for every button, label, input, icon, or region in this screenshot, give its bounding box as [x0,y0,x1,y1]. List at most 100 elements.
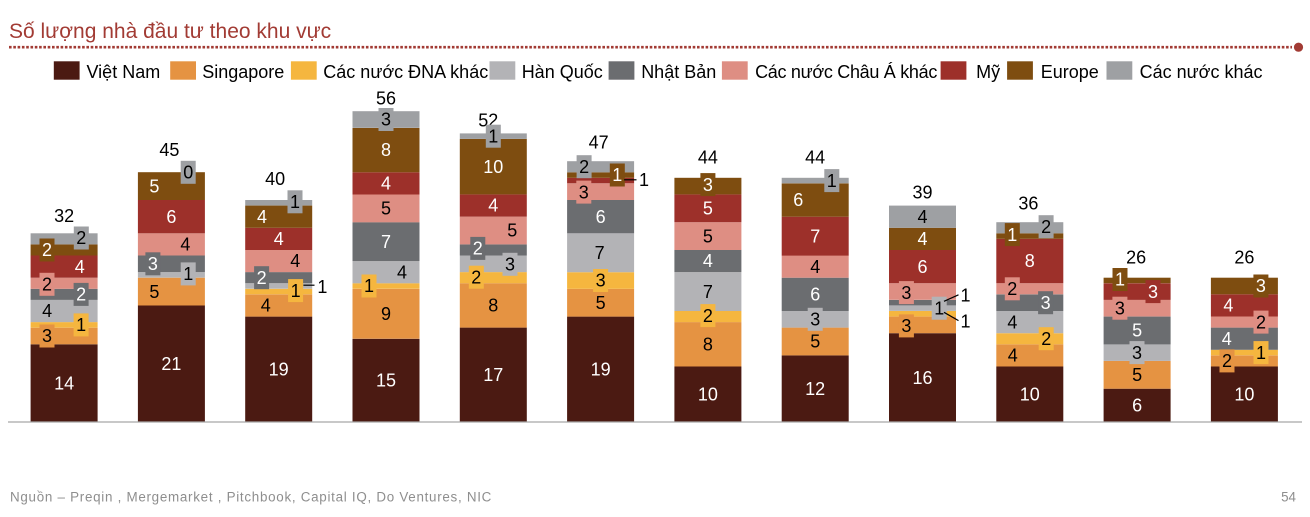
svg-text:5: 5 [703,199,713,219]
svg-text:9: 9 [381,304,391,324]
svg-text:10: 10 [1020,384,1040,404]
svg-text:4: 4 [1222,329,1232,349]
svg-text:Singapore: Singapore [202,62,284,82]
svg-text:1: 1 [827,171,837,191]
svg-text:54: 54 [1281,490,1296,505]
svg-text:4: 4 [42,301,52,321]
svg-text:Nhật Bản: Nhật Bản [641,62,716,82]
svg-text:2: 2 [257,268,267,288]
svg-text:15: 15 [376,371,396,391]
svg-text:3: 3 [505,255,515,275]
svg-text:4: 4 [917,207,927,227]
svg-text:8: 8 [488,296,498,316]
svg-text:4: 4 [397,262,407,282]
svg-text:4: 4 [703,251,713,271]
svg-text:1: 1 [183,264,193,284]
svg-text:Nguồn – Preqin , Mergemarket ,: Nguồn – Preqin , Mergemarket , Pitchbook… [10,490,492,505]
svg-text:32: 32 [54,206,74,226]
svg-text:1: 1 [961,312,971,332]
svg-text:2: 2 [1222,351,1232,371]
svg-text:Các nước ĐNA khác: Các nước ĐNA khác [323,62,488,82]
svg-text:3: 3 [1041,293,1051,313]
svg-text:3: 3 [148,254,158,274]
svg-text:5: 5 [507,221,517,241]
svg-text:19: 19 [591,360,611,380]
svg-text:3: 3 [1256,276,1266,296]
svg-text:4: 4 [261,296,271,316]
svg-text:7: 7 [595,243,605,263]
svg-text:4: 4 [290,251,300,271]
svg-text:3: 3 [901,316,911,336]
svg-text:4: 4 [274,229,284,249]
svg-text:3: 3 [596,271,606,291]
svg-text:1: 1 [76,315,86,335]
svg-text:Các nước Châu Á khác: Các nước Châu Á khác [755,62,937,82]
svg-text:2: 2 [579,157,589,177]
svg-text:8: 8 [703,335,713,355]
svg-text:17: 17 [483,365,503,385]
svg-text:5: 5 [149,282,159,302]
svg-text:2: 2 [1007,279,1017,299]
svg-text:2: 2 [471,267,481,287]
svg-text:40: 40 [265,169,285,189]
svg-text:2: 2 [76,285,86,305]
svg-text:4: 4 [810,257,820,277]
svg-text:Số lượng nhà đầu tư theo khu v: Số lượng nhà đầu tư theo khu vực [9,20,331,43]
svg-text:19: 19 [269,360,289,380]
svg-text:5: 5 [810,332,820,352]
svg-text:10: 10 [698,384,718,404]
svg-text:36: 36 [1018,194,1038,214]
svg-text:3: 3 [703,175,713,195]
svg-text:4: 4 [75,257,85,277]
svg-text:7: 7 [381,232,391,252]
svg-text:2: 2 [1256,312,1266,332]
svg-text:1: 1 [291,281,301,301]
svg-text:47: 47 [589,133,609,153]
svg-text:3: 3 [810,310,820,330]
svg-text:44: 44 [805,148,825,168]
svg-text:8: 8 [1025,251,1035,271]
svg-text:4: 4 [1008,346,1018,366]
svg-text:2: 2 [1041,217,1051,237]
svg-text:6: 6 [917,257,927,277]
svg-text:1: 1 [612,165,622,185]
svg-text:2: 2 [473,239,483,259]
svg-text:3: 3 [1148,282,1158,302]
svg-text:3: 3 [579,182,589,202]
svg-text:0: 0 [183,162,193,182]
svg-text:1: 1 [639,170,649,190]
svg-text:Việt Nam: Việt Nam [87,62,161,82]
svg-text:5: 5 [1132,365,1142,385]
svg-text:5: 5 [149,176,159,196]
svg-text:4: 4 [1223,296,1233,316]
svg-text:1: 1 [364,276,374,296]
svg-text:6: 6 [596,207,606,227]
svg-text:4: 4 [917,229,927,249]
svg-text:2: 2 [42,274,52,294]
svg-text:1: 1 [290,192,300,212]
svg-text:44: 44 [698,148,718,168]
svg-text:10: 10 [1234,384,1254,404]
svg-text:Europe: Europe [1041,62,1099,82]
svg-text:4: 4 [488,196,498,216]
svg-text:Các nước khác: Các nước khác [1140,62,1263,82]
svg-text:1: 1 [488,126,498,146]
svg-text:39: 39 [912,183,932,203]
svg-text:1: 1 [1007,225,1017,245]
svg-text:56: 56 [376,89,396,109]
svg-text:1: 1 [1256,343,1266,363]
svg-text:2: 2 [42,240,52,260]
svg-text:3: 3 [42,326,52,346]
svg-text:3: 3 [1115,298,1125,318]
svg-text:4: 4 [257,207,267,227]
svg-text:2: 2 [703,306,713,326]
svg-text:5: 5 [1132,321,1142,341]
svg-text:1: 1 [961,286,971,306]
svg-text:4: 4 [180,235,190,255]
svg-text:Mỹ: Mỹ [976,62,1000,82]
svg-text:5: 5 [596,293,606,313]
svg-text:4: 4 [1007,312,1017,332]
svg-text:2: 2 [1041,329,1051,349]
svg-text:5: 5 [381,199,391,219]
svg-text:6: 6 [793,190,803,210]
